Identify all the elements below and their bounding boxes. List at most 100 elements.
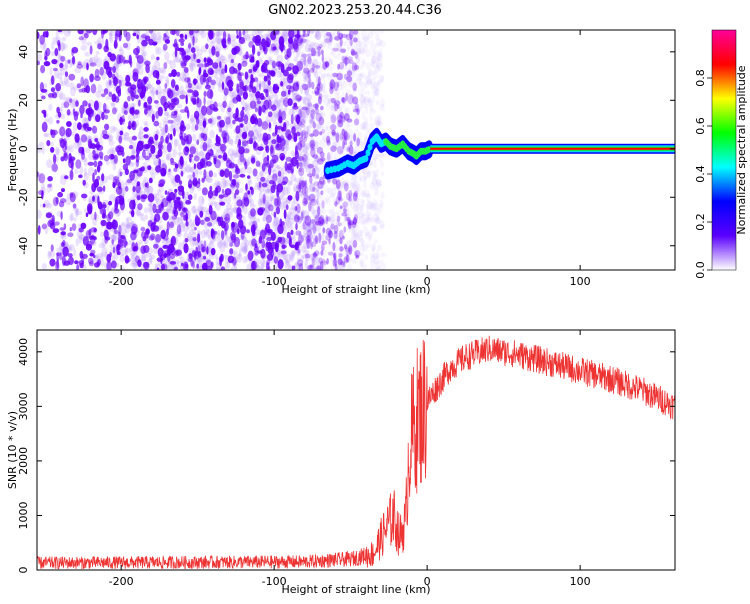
noise-speckle xyxy=(366,200,373,210)
noise-speckle xyxy=(355,138,360,143)
noise-blob xyxy=(330,97,336,104)
noise-blob xyxy=(153,100,159,104)
noise-speckle xyxy=(265,202,271,209)
noise-speckle xyxy=(233,152,239,158)
noise-blob xyxy=(97,43,102,50)
noise-blob xyxy=(118,54,124,64)
noise-speckle xyxy=(322,228,326,237)
noise-speckle xyxy=(262,80,266,90)
noise-blob xyxy=(338,229,344,240)
noise-speckle xyxy=(371,55,377,64)
noise-speckle xyxy=(253,129,260,139)
noise-blob xyxy=(86,62,89,71)
noise-blob xyxy=(108,211,114,220)
noise-speckle xyxy=(248,198,252,205)
noise-blob xyxy=(69,98,73,103)
noise-speckle xyxy=(344,92,351,103)
noise-speckle xyxy=(299,61,306,70)
noise-blob xyxy=(37,225,41,235)
noise-blob xyxy=(52,153,57,164)
noise-speckle xyxy=(299,38,305,45)
noise-blob xyxy=(267,80,271,86)
noise-speckle xyxy=(330,104,337,108)
noise-speckle xyxy=(296,249,301,257)
noise-blob xyxy=(140,245,146,254)
noise-speckle xyxy=(302,105,308,113)
noise-blob xyxy=(170,79,176,88)
noise-speckle xyxy=(293,56,298,63)
noise-speckle xyxy=(279,201,287,211)
noise-speckle xyxy=(332,131,339,139)
noise-speckle xyxy=(143,207,149,214)
noise-speckle xyxy=(129,139,134,145)
colorbar-label: Normalized spectral amplitude xyxy=(735,65,748,234)
noise-blob xyxy=(103,45,109,53)
noise-speckle xyxy=(300,51,305,60)
noise-speckle xyxy=(347,123,351,128)
noise-speckle xyxy=(130,262,137,267)
noise-speckle xyxy=(336,111,340,119)
noise-speckle xyxy=(228,54,232,60)
noise-speckle xyxy=(73,207,80,212)
noise-blob xyxy=(136,34,140,40)
noise-blob xyxy=(219,127,223,133)
noise-speckle xyxy=(329,58,334,65)
noise-blob xyxy=(140,226,146,232)
noise-blob xyxy=(295,190,300,202)
noise-blob xyxy=(101,173,105,182)
noise-blob xyxy=(292,65,299,75)
noise-speckle xyxy=(378,40,386,48)
noise-speckle xyxy=(132,262,138,270)
noise-blob xyxy=(227,33,231,43)
noise-speckle xyxy=(364,135,368,142)
noise-speckle xyxy=(99,231,105,238)
noise-blob xyxy=(240,232,245,240)
noise-blob xyxy=(196,139,200,145)
noise-speckle xyxy=(78,233,85,240)
noise-blob xyxy=(41,121,48,133)
noise-blob xyxy=(345,247,351,253)
noise-blob xyxy=(57,40,61,47)
noise-speckle xyxy=(343,246,348,252)
noise-speckle xyxy=(286,211,292,220)
noise-speckle xyxy=(339,252,344,257)
noise-speckle xyxy=(374,173,379,183)
noise-blob xyxy=(71,55,76,65)
noise-blob xyxy=(102,185,106,192)
noise-speckle xyxy=(303,229,307,238)
noise-speckle xyxy=(106,149,114,156)
noise-blob xyxy=(315,112,322,122)
noise-speckle xyxy=(141,256,147,262)
noise-speckle xyxy=(277,166,283,172)
noise-speckle xyxy=(322,124,329,131)
noise-speckle xyxy=(277,99,281,107)
noise-blob xyxy=(200,219,205,226)
noise-speckle xyxy=(172,91,179,98)
noise-speckle xyxy=(136,63,142,70)
noise-speckle xyxy=(372,225,377,233)
noise-blob xyxy=(119,171,123,177)
noise-speckle xyxy=(183,191,190,201)
noise-blob xyxy=(336,215,341,223)
noise-speckle xyxy=(325,217,333,222)
noise-blob xyxy=(138,140,145,145)
noise-blob xyxy=(240,109,245,119)
noise-speckle xyxy=(298,105,302,112)
noise-speckle xyxy=(240,167,246,175)
noise-speckle xyxy=(294,91,299,101)
noise-speckle xyxy=(298,231,303,240)
noise-blob xyxy=(177,201,182,212)
noise-blob xyxy=(353,118,360,126)
noise-speckle xyxy=(80,44,88,51)
noise-blob xyxy=(352,82,358,92)
noise-blob xyxy=(327,251,334,256)
noise-speckle xyxy=(276,99,284,110)
noise-speckle xyxy=(333,75,340,84)
noise-blob xyxy=(244,71,249,80)
noise-speckle xyxy=(289,254,294,262)
noise-blob xyxy=(351,62,357,72)
noise-speckle xyxy=(214,253,218,260)
noise-speckle xyxy=(380,161,384,168)
noise-speckle xyxy=(64,59,68,70)
noise-blob xyxy=(135,183,141,194)
